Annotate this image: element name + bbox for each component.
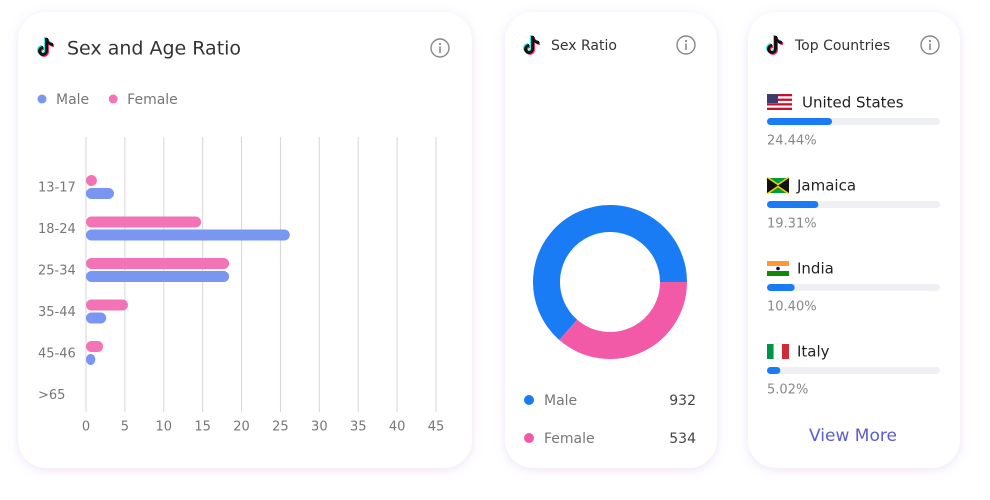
x-tick-label: 35	[350, 420, 367, 435]
percent-label: 19.31%	[767, 217, 817, 232]
donut-segment	[533, 205, 687, 340]
progress-bar	[767, 201, 819, 208]
bar	[86, 271, 230, 282]
card-title: Top Countries	[794, 38, 890, 54]
x-tick-label: 45	[428, 420, 445, 435]
country-name: India	[797, 260, 834, 278]
progress-bar	[767, 367, 781, 374]
flag	[766, 176, 790, 195]
progress-bar	[767, 284, 795, 291]
y-tick-label: 18-24	[38, 222, 76, 237]
y-tick-label: 45-46	[38, 347, 76, 362]
y-tick-label: 35-44	[38, 305, 76, 320]
card	[505, 12, 717, 468]
x-tick-label: 5	[121, 420, 129, 435]
x-tick-label: 30	[311, 420, 328, 435]
x-tick-label: 40	[389, 420, 406, 435]
percent-label: 10.40%	[767, 300, 817, 315]
flag	[767, 94, 792, 110]
legend-dot	[524, 433, 534, 443]
bar	[86, 299, 128, 311]
y-tick-label: >65	[38, 388, 65, 403]
flag	[767, 343, 789, 360]
progress-bar	[767, 118, 833, 125]
x-tick-label: 25	[272, 420, 289, 435]
bar	[86, 229, 290, 241]
percent-label: 5.02%	[767, 383, 808, 398]
card	[748, 12, 960, 468]
legend-label: Male	[56, 92, 89, 108]
x-tick-label: 0	[82, 420, 90, 435]
view-more-link[interactable]: View More	[809, 426, 897, 446]
bar	[86, 216, 202, 228]
progress-track	[767, 367, 940, 374]
bar	[86, 341, 104, 352]
bar	[86, 354, 96, 365]
x-tick-label: 20	[233, 420, 250, 435]
country-name: United States	[802, 94, 904, 112]
bar	[86, 188, 114, 199]
card-title: Sex Ratio	[551, 38, 617, 54]
legend-dot	[37, 94, 47, 104]
value-label: 932	[669, 393, 696, 409]
progress-track	[767, 284, 940, 291]
bar	[86, 175, 97, 186]
legend-label: Female	[544, 431, 595, 447]
x-tick-label: 10	[156, 420, 173, 435]
value-label: 534	[669, 431, 696, 447]
country-name: Italy	[797, 343, 830, 361]
donut-segment	[559, 281, 687, 359]
y-tick-label: 13-17	[38, 181, 76, 196]
legend-dot	[524, 395, 534, 405]
country-name: Jamaica	[796, 177, 856, 195]
legend-dot	[108, 94, 118, 104]
flag	[767, 261, 789, 276]
legend-label: Male	[544, 393, 577, 409]
legend-label: Female	[127, 92, 178, 108]
y-tick-label: 25-34	[38, 264, 76, 279]
bar	[86, 258, 230, 269]
x-tick-label: 15	[194, 420, 211, 435]
percent-label: 24.44%	[767, 134, 817, 149]
card-title: Sex and Age Ratio	[67, 38, 241, 60]
bar	[86, 312, 107, 324]
